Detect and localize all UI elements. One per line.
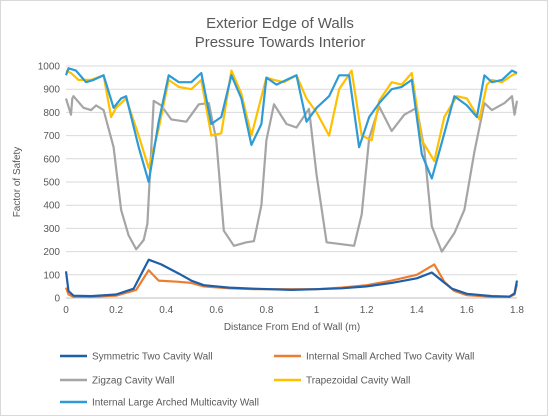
legend: Symmetric Two Cavity Wall Internal Small … <box>60 352 474 409</box>
x-tick-label: 1.8 <box>510 305 524 316</box>
series-line <box>64 67 518 184</box>
legend-label: Trapezoidal Cavity Wall <box>306 376 410 387</box>
y-tick-label: 600 <box>43 154 60 165</box>
y-tick-label: 700 <box>43 131 60 142</box>
series-line <box>65 69 518 170</box>
x-tick-label: 1 <box>314 305 320 316</box>
chart-title-line-2: Pressure Towards Interior <box>195 34 366 51</box>
x-axis-ticks: 0 0.2 0.4 0.6 0.8 1 1.2 1.4 1.6 1.8 <box>63 305 524 316</box>
series-line <box>64 258 519 298</box>
x-tick-label: 0.4 <box>159 305 173 316</box>
legend-label: Internal Large Arched Multicavity Wall <box>92 398 259 409</box>
x-tick-label: 1.2 <box>360 305 374 316</box>
x-tick-label: 0 <box>63 305 69 316</box>
y-tick-label: 1000 <box>38 62 61 73</box>
y-tick-label: 400 <box>43 201 60 212</box>
x-axis-label: Distance From End of Wall (m) <box>224 322 360 333</box>
x-tick-label: 0.6 <box>209 305 223 316</box>
legend-label: Internal Small Arched Two Cavity Wall <box>306 352 474 363</box>
y-tick-label: 500 <box>43 178 60 189</box>
x-tick-label: 0.8 <box>259 305 273 316</box>
y-axis-ticks: 0 100 200 300 400 500 600 700 800 900 1000 <box>38 62 61 305</box>
x-tick-label: 1.4 <box>410 305 424 316</box>
y-tick-label: 0 <box>54 294 60 305</box>
chart-title-line-1: Exterior Edge of Walls <box>206 15 354 32</box>
legend-label: Symmetric Two Cavity Wall <box>92 352 213 363</box>
series-lines <box>64 67 519 298</box>
y-tick-label: 900 <box>43 85 60 96</box>
gridlines <box>66 65 517 276</box>
y-tick-label: 800 <box>43 108 60 119</box>
y-tick-label: 200 <box>43 247 60 258</box>
legend-label: Zigzag Cavity Wall <box>92 376 174 387</box>
y-axis-label: Factor of Safety <box>12 147 23 218</box>
series-line <box>64 95 519 253</box>
y-tick-label: 100 <box>43 270 60 281</box>
y-tick-label: 300 <box>43 224 60 235</box>
x-tick-label: 1.6 <box>460 305 474 316</box>
series-line <box>64 263 519 298</box>
x-tick-label: 0.2 <box>109 305 123 316</box>
